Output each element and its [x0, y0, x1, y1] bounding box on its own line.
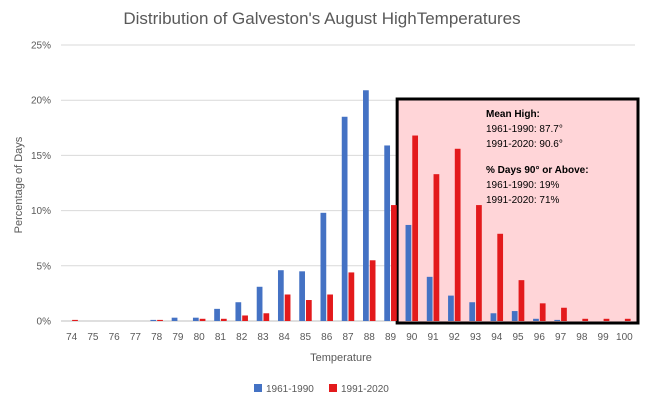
bar-1961-1990-90 — [405, 224, 412, 321]
x-tick-label: 82 — [236, 332, 248, 343]
bar-1961-1990-97 — [554, 319, 561, 321]
x-tick-label: 87 — [342, 332, 354, 343]
x-tick-label: 80 — [194, 332, 206, 343]
bar-1961-1990-84 — [277, 270, 284, 321]
bar-1961-1990-82 — [235, 302, 242, 321]
bar-1991-2020-97 — [561, 307, 567, 321]
x-tick-labels: 74 75 76 77 78 79 80 81 82 83 84 85 86 87 88 89 90 91 92 93… — [66, 332, 633, 343]
legend: 1961-1990 1991-2020 — [254, 384, 389, 395]
x-tick-label: 98 — [576, 332, 588, 343]
legend-label-1961-1990: 1961-1990 — [266, 384, 314, 395]
y-tick-label: 0% — [37, 317, 52, 328]
x-tick-label: 85 — [300, 332, 312, 343]
x-tick-label: 89 — [385, 332, 397, 343]
y-tick-label: 5% — [37, 261, 52, 272]
x-tick-label: 76 — [109, 332, 121, 343]
y-tick-label: 15% — [31, 151, 51, 162]
legend-label-1991-2020: 1991-2020 — [341, 384, 389, 395]
annotation-mean-title: Mean High: — [486, 109, 540, 120]
bar-1961-1990-85 — [299, 271, 305, 321]
bar-1991-2020-92 — [454, 148, 461, 321]
bar-1991-2020-96 — [539, 303, 546, 321]
bar-1961-1990-93 — [469, 302, 476, 321]
x-tick-label: 95 — [513, 332, 525, 343]
x-tick-label: 99 — [598, 332, 610, 343]
x-tick-label: 93 — [470, 332, 482, 343]
bar-1961-1990-80 — [192, 317, 199, 321]
bar-1991-2020-74 — [72, 319, 78, 321]
x-tick-label: 97 — [555, 332, 567, 343]
y-tick-labels: 0% 5% 10% 15% 20% 25% — [31, 41, 51, 328]
bar-1991-2020-93 — [476, 205, 482, 321]
x-tick-label: 84 — [279, 332, 291, 343]
annotation-mean-line-2: 1991-2020: 90.6° — [486, 139, 563, 150]
bar-1961-1990-88 — [363, 90, 369, 321]
bar-1991-2020-91 — [433, 174, 440, 321]
y-tick-label: 20% — [31, 96, 51, 107]
chart-title: Distribution of Galveston's August HighT… — [123, 9, 520, 28]
x-tick-label: 88 — [364, 332, 376, 343]
x-axis-title: Temperature — [310, 352, 372, 364]
x-tick-label: 77 — [130, 332, 142, 343]
bar-1961-1990-94 — [490, 313, 497, 321]
x-tick-label: 75 — [87, 332, 99, 343]
bar-1991-2020-81 — [220, 318, 227, 321]
bar-1991-2020-95 — [518, 280, 525, 321]
annotation-pct-line-1: 1961-1990: 19% — [486, 180, 560, 191]
x-tick-label: 91 — [427, 332, 439, 343]
bar-1991-2020-78 — [157, 319, 163, 321]
legend-swatch-1961-1990 — [254, 384, 262, 392]
bar-1961-1990-91 — [426, 276, 433, 321]
bar-1961-1990-79 — [171, 317, 178, 321]
bar-1991-2020-94 — [497, 233, 504, 321]
bar-1991-2020-82 — [242, 315, 248, 321]
annotation-mean-line-1: 1961-1990: 87.7° — [486, 124, 563, 135]
legend-swatch-1991-2020 — [329, 384, 337, 392]
x-tick-label: 90 — [406, 332, 418, 343]
bar-1991-2020-89 — [391, 205, 397, 321]
bar-1991-2020-80 — [199, 318, 206, 321]
x-tick-label: 78 — [151, 332, 163, 343]
bar-1961-1990-92 — [448, 295, 454, 321]
bars — [72, 90, 631, 321]
bar-1991-2020-90 — [412, 135, 419, 321]
bar-1991-2020-87 — [348, 272, 355, 321]
bar-1991-2020-99 — [603, 318, 610, 321]
y-axis-title: Percentage of Days — [13, 136, 25, 233]
bar-1991-2020-98 — [582, 318, 589, 321]
bar-1961-1990-86 — [320, 212, 327, 321]
bar-1961-1990-81 — [214, 308, 220, 321]
bar-1991-2020-83 — [263, 313, 270, 321]
y-tick-label: 10% — [31, 206, 51, 217]
bar-1991-2020-85 — [305, 300, 312, 321]
bar-1991-2020-100 — [624, 318, 631, 321]
bar-1961-1990-87 — [341, 116, 348, 321]
x-tick-label: 79 — [172, 332, 184, 343]
x-tick-label: 92 — [449, 332, 461, 343]
x-tick-label: 94 — [491, 332, 503, 343]
bar-1991-2020-84 — [284, 294, 291, 321]
x-tick-label: 100 — [616, 332, 633, 343]
x-tick-label: 83 — [257, 332, 269, 343]
y-tick-label: 25% — [31, 41, 51, 52]
annotation-text: Mean High: 1961-1990: 87.7° 1991-2020: 9… — [486, 109, 589, 206]
x-tick-label: 74 — [66, 332, 78, 343]
x-tick-label: 96 — [534, 332, 546, 343]
x-tick-label: 86 — [321, 332, 333, 343]
bar-1961-1990-96 — [533, 318, 539, 321]
bar-1961-1990-95 — [511, 311, 518, 321]
bar-1961-1990-89 — [384, 145, 391, 321]
x-tick-label: 81 — [215, 332, 227, 343]
annotation-pct-line-2: 1991-2020: 71% — [486, 195, 560, 206]
bar-1961-1990-78 — [150, 319, 157, 321]
annotation-pct-title: % Days 90° or Above: — [486, 165, 589, 176]
bar-1961-1990-83 — [256, 286, 263, 321]
bar-1991-2020-88 — [369, 260, 376, 321]
bar-1991-2020-86 — [327, 294, 333, 321]
